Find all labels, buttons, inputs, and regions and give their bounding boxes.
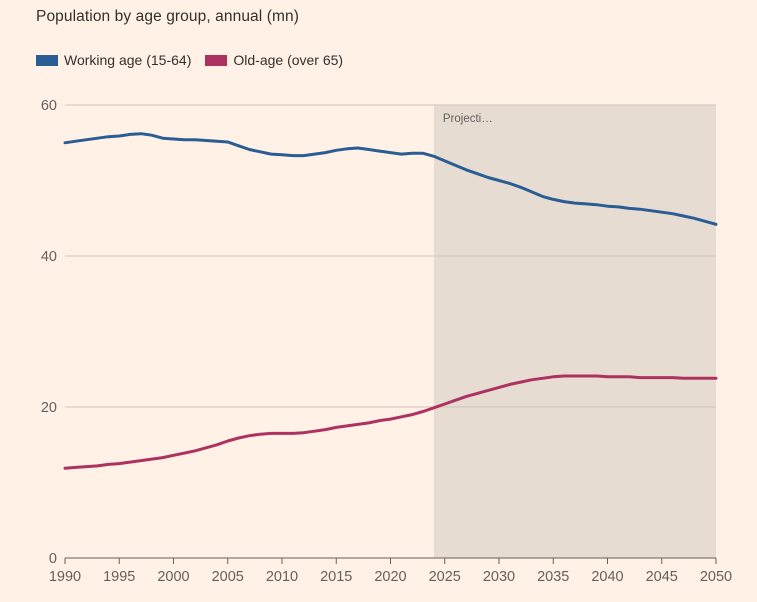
x-tick-label-2015: 2015 [320, 569, 352, 585]
x-tick-label-2035: 2035 [537, 569, 569, 585]
x-tick-label-2020: 2020 [374, 569, 406, 585]
working-age-swatch-icon [36, 54, 58, 66]
old-age-line [63, 374, 718, 470]
x-tick-label-2050: 2050 [700, 569, 732, 585]
chart-title: Population by age group, annual (mn) [36, 8, 299, 25]
old-age-swatch-icon [205, 54, 228, 66]
x-tick-label-2000: 2000 [157, 569, 189, 585]
projection-label: Projecti… [443, 113, 493, 125]
x-tick-label-2010: 2010 [266, 569, 298, 585]
working-age-line [63, 132, 718, 226]
legend-label-working-age: Working age (15-64) [64, 52, 192, 68]
y-tick-label-60: 60 [41, 98, 57, 114]
legend-label-old-age: Old-age (over 65) [233, 52, 344, 68]
y-tick-label-0: 0 [49, 551, 57, 567]
legend-item-working-age: Working age (15-64) [36, 52, 191, 68]
x-tick-label-2030: 2030 [483, 569, 515, 585]
y-tick-label-40: 40 [41, 249, 57, 265]
x-tick-label-2045: 2045 [646, 569, 678, 585]
x-tick-label-2005: 2005 [212, 569, 244, 585]
y-tick-label-20: 20 [41, 400, 57, 416]
x-tick-label-2040: 2040 [591, 569, 623, 585]
legend: Working age (15-64) Old-age (over 65) [36, 52, 343, 68]
x-tick-label-2025: 2025 [429, 569, 461, 585]
projection-region [433, 105, 716, 558]
legend-item-old-age: Old-age (over 65) [205, 52, 343, 68]
x-tick-label-1995: 1995 [103, 569, 135, 585]
x-tick-label-1990: 1990 [49, 569, 81, 585]
